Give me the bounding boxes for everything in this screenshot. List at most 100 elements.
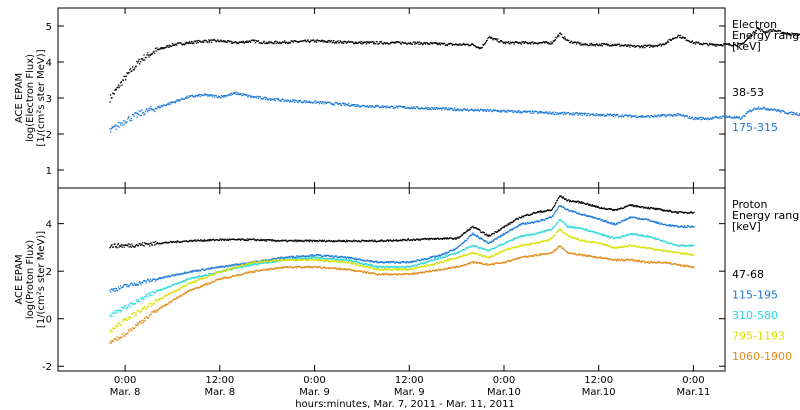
data-point (718, 44, 721, 47)
data-point (582, 213, 584, 216)
data-point (593, 231, 596, 233)
data-point (226, 95, 228, 97)
data-point (248, 40, 250, 42)
data-point (546, 209, 549, 211)
data-point (340, 240, 342, 243)
data-point (493, 239, 495, 241)
data-point (375, 105, 377, 107)
data-point (601, 45, 603, 47)
data-point (171, 284, 174, 286)
data-point (483, 109, 485, 111)
data-point (161, 277, 163, 279)
data-point (182, 43, 184, 45)
data-point (116, 324, 118, 326)
data-point (586, 114, 588, 116)
data-point (249, 238, 251, 241)
data-point (600, 43, 603, 45)
series-38-53 (109, 27, 800, 103)
data-point (591, 205, 593, 207)
data-point (573, 42, 575, 44)
data-point (242, 265, 245, 267)
data-point (127, 307, 129, 309)
data-point (462, 43, 464, 46)
data-point (566, 225, 568, 228)
data-point (237, 266, 240, 268)
data-point (642, 206, 644, 208)
data-point (756, 28, 758, 30)
data-point (305, 258, 307, 260)
data-point (463, 43, 466, 46)
data-point (414, 264, 416, 266)
data-point (657, 114, 659, 116)
data-point (420, 262, 422, 264)
data-point (394, 239, 397, 242)
data-point (150, 291, 152, 294)
data-point (549, 209, 551, 211)
data-point (556, 112, 558, 114)
data-point (172, 284, 174, 286)
y-tick-label: -2 (42, 362, 52, 373)
data-point (255, 240, 257, 242)
data-point (356, 105, 358, 107)
data-point (129, 243, 131, 245)
data-point (178, 42, 180, 44)
data-point (251, 264, 253, 266)
data-point (242, 94, 245, 96)
data-point (450, 42, 452, 45)
data-point (472, 245, 474, 247)
data-point (135, 283, 137, 285)
data-point (265, 96, 267, 99)
data-point (580, 112, 582, 114)
data-point (230, 267, 233, 270)
data-point (192, 41, 194, 44)
series-47-68 (109, 195, 695, 249)
data-point (255, 97, 257, 99)
data-point (296, 101, 299, 104)
data-point (204, 39, 206, 42)
data-point (213, 267, 215, 269)
data-point (321, 39, 323, 41)
data-point (252, 39, 254, 41)
data-point (247, 95, 250, 97)
data-point (224, 269, 226, 272)
data-point (549, 42, 551, 44)
data-point (311, 241, 314, 243)
data-point (522, 235, 525, 237)
data-point (456, 43, 458, 46)
data-point (401, 261, 403, 263)
data-point (159, 298, 161, 300)
data-point (414, 260, 417, 262)
data-point (517, 111, 520, 113)
data-point (788, 112, 790, 114)
data-point (534, 42, 537, 44)
data-point (376, 267, 378, 269)
data-point (368, 263, 370, 265)
data-point (337, 40, 339, 42)
data-point (574, 211, 576, 213)
data-point (562, 196, 564, 198)
data-point (681, 244, 684, 246)
data-point (655, 115, 657, 117)
data-point (260, 263, 262, 265)
data-point (611, 209, 613, 211)
data-point (122, 79, 125, 81)
data-point (407, 43, 409, 45)
data-point (499, 236, 501, 238)
data-point (662, 209, 664, 211)
data-point (220, 97, 222, 99)
data-point (202, 95, 204, 97)
data-point (208, 267, 210, 269)
data-point (226, 265, 228, 267)
data-point (226, 269, 228, 271)
data-point (519, 235, 521, 238)
data-point (234, 265, 236, 267)
data-point (178, 282, 181, 284)
data-point (311, 102, 314, 104)
data-point (151, 294, 153, 296)
data-point (610, 45, 612, 47)
data-point (225, 41, 227, 43)
data-point (423, 261, 425, 263)
data-point (473, 226, 476, 229)
data-point (720, 44, 722, 47)
data-point (713, 116, 716, 118)
